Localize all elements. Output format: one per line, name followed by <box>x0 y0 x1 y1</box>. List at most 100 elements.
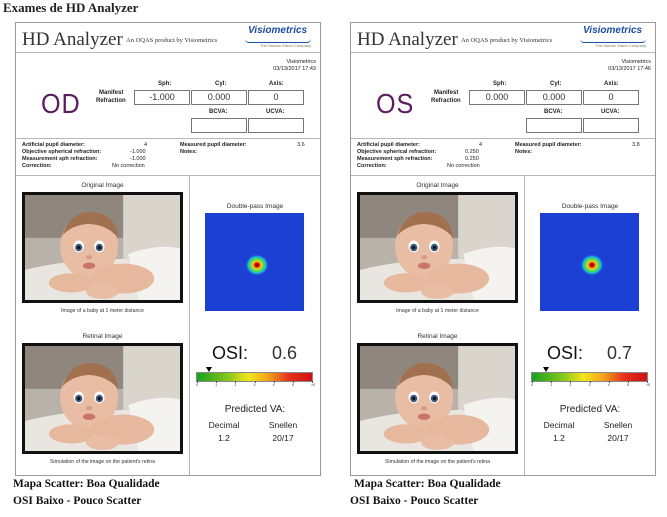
osi-tick-label: 1 <box>550 383 553 387</box>
meas-pupil-label: Measured pupil diameter: <box>515 142 582 148</box>
osi-scale: 0 1 2 3 4 5 >5 <box>531 367 650 387</box>
double-pass-spot-icon <box>540 213 639 311</box>
osi-tick <box>197 381 198 383</box>
eye-label: OS <box>376 88 415 119</box>
osi-tick <box>647 381 648 383</box>
meas-sph-label: Measurement sph refraction: <box>357 156 433 162</box>
osi-tick <box>627 381 629 383</box>
meta-datetime: 03/13/2017 17:43 <box>273 66 316 72</box>
obj-sph-label: Objective spherical refraction: <box>357 149 437 155</box>
notes-label: Notes: <box>515 149 533 155</box>
refraction-label: Refraction <box>96 98 126 104</box>
osi-tick <box>551 381 553 383</box>
osi-tick-label: >5 <box>311 383 315 387</box>
logo-tagline: The Human Vision Company <box>260 43 312 48</box>
retinal-image <box>357 343 518 454</box>
axis-field[interactable]: 0 <box>583 90 639 105</box>
correction-value: No correction <box>112 163 145 169</box>
meta-company: Visiometrics <box>621 59 651 65</box>
meas-pupil-value: 3.6 <box>297 142 305 148</box>
osi-tick-label: 2 <box>234 383 237 387</box>
obj-sph-label: Objective spherical refraction: <box>22 149 102 155</box>
eye-label: OD <box>41 88 81 119</box>
ucva-field[interactable] <box>583 118 639 133</box>
double-pass-spot-icon <box>205 213 304 311</box>
divider <box>16 138 320 139</box>
art-pupil-value: 4 <box>479 142 483 148</box>
meta-company: Visiometrics <box>286 59 316 65</box>
visiometrics-logo: Visiometrics <box>583 25 643 36</box>
osi-tick-label: 2 <box>569 383 572 387</box>
snellen-label: Snellen <box>268 420 298 430</box>
refraction-label: Refraction <box>431 98 461 104</box>
axis-label: Axis: <box>269 81 284 87</box>
sph-label: Sph: <box>493 81 507 87</box>
cyl-field[interactable]: 0.000 <box>191 90 247 105</box>
osi-value: 0.6 <box>272 343 298 363</box>
retinal-image-caption: Simulation of the image on the patient's… <box>384 459 491 465</box>
osi-tick <box>570 381 572 383</box>
osi-tick <box>589 381 591 383</box>
cyl-label: Cyl: <box>215 81 227 87</box>
hd-analyzer-report-1: HD Analyzer An OQAS product by Visiometr… <box>350 22 656 476</box>
art-pupil-label: Artificial pupil diameter: <box>22 142 85 148</box>
divider <box>16 52 320 53</box>
visiometrics-logo: Visiometrics <box>248 25 308 36</box>
logo-swoosh-icon <box>580 39 646 43</box>
cyl-field[interactable]: 0.000 <box>526 90 582 105</box>
retinal-image-title: Retinal Image <box>417 333 458 340</box>
divider <box>16 175 320 176</box>
original-image <box>357 192 518 303</box>
osi-tick <box>312 381 313 383</box>
meas-pupil-label: Measured pupil diameter: <box>180 142 247 148</box>
report-subtitle: An OQAS product by Visiometrics <box>461 37 553 44</box>
ucva-label: UCVA: <box>601 109 620 115</box>
osi-tick-label: 3 <box>253 383 256 387</box>
manifest-label: Manifest <box>434 90 459 96</box>
osi-tick-label: 5 <box>626 383 629 387</box>
art-pupil-value: 4 <box>144 142 148 148</box>
decimal-label: Decimal <box>543 420 575 430</box>
double-pass-image <box>205 213 304 311</box>
osi-tick-label: 0 <box>196 383 198 387</box>
original-image-caption: Image of a baby at 1 meter distance <box>61 308 144 314</box>
baby-photo <box>360 346 515 451</box>
osi-tick <box>235 381 237 383</box>
note-right-line1: Mapa Scatter: Boa Qualidade <box>354 478 501 490</box>
osi-tick-label: 1 <box>215 383 218 387</box>
bcva-field[interactable] <box>526 118 582 133</box>
logo-swoosh-icon <box>245 39 311 43</box>
osi-tick <box>273 381 275 383</box>
bcva-field[interactable] <box>191 118 247 133</box>
retinal-image-title: Retinal Image <box>82 333 123 340</box>
osi-tick <box>292 381 294 383</box>
divider-vertical <box>524 175 525 475</box>
sph-field[interactable]: -1.000 <box>134 90 190 105</box>
osi-tick <box>254 381 256 383</box>
note-right-line2: OSI Baixo - Pouco Scatter <box>350 495 479 507</box>
note-left-line1: Mapa Scatter: Boa Qualidade <box>13 478 160 490</box>
osi-label: OSI: <box>212 343 249 363</box>
osi-pointer-icon <box>205 367 212 372</box>
osi-value: 0.7 <box>607 343 633 363</box>
osi-tick-label: 0 <box>531 383 533 387</box>
osi-tick-label: >5 <box>646 383 650 387</box>
snellen-value: 20/17 <box>607 433 629 443</box>
report-title: HD Analyzer <box>357 29 458 50</box>
osi-label: OSI: <box>547 343 584 363</box>
ucva-field[interactable] <box>248 118 304 133</box>
cyl-label: Cyl: <box>550 81 562 87</box>
decimal-label: Decimal <box>208 420 240 430</box>
report-subtitle: An OQAS product by Visiometrics <box>126 37 218 44</box>
bcva-label: BCVA: <box>209 109 228 115</box>
osi-tick-label: 4 <box>272 383 275 387</box>
page-heading: Exames de HD Analyzer <box>3 0 139 15</box>
axis-field[interactable]: 0 <box>248 90 304 105</box>
sph-field[interactable]: 0.000 <box>469 90 525 105</box>
osi-tick-label: 4 <box>607 383 610 387</box>
divider <box>351 175 655 176</box>
predicted-va-title: Predicted VA: <box>224 404 286 415</box>
retinal-image <box>22 343 183 454</box>
osi-pointer-icon <box>542 367 549 372</box>
original-image-caption: Image of a baby at 1 meter distance <box>396 308 479 314</box>
